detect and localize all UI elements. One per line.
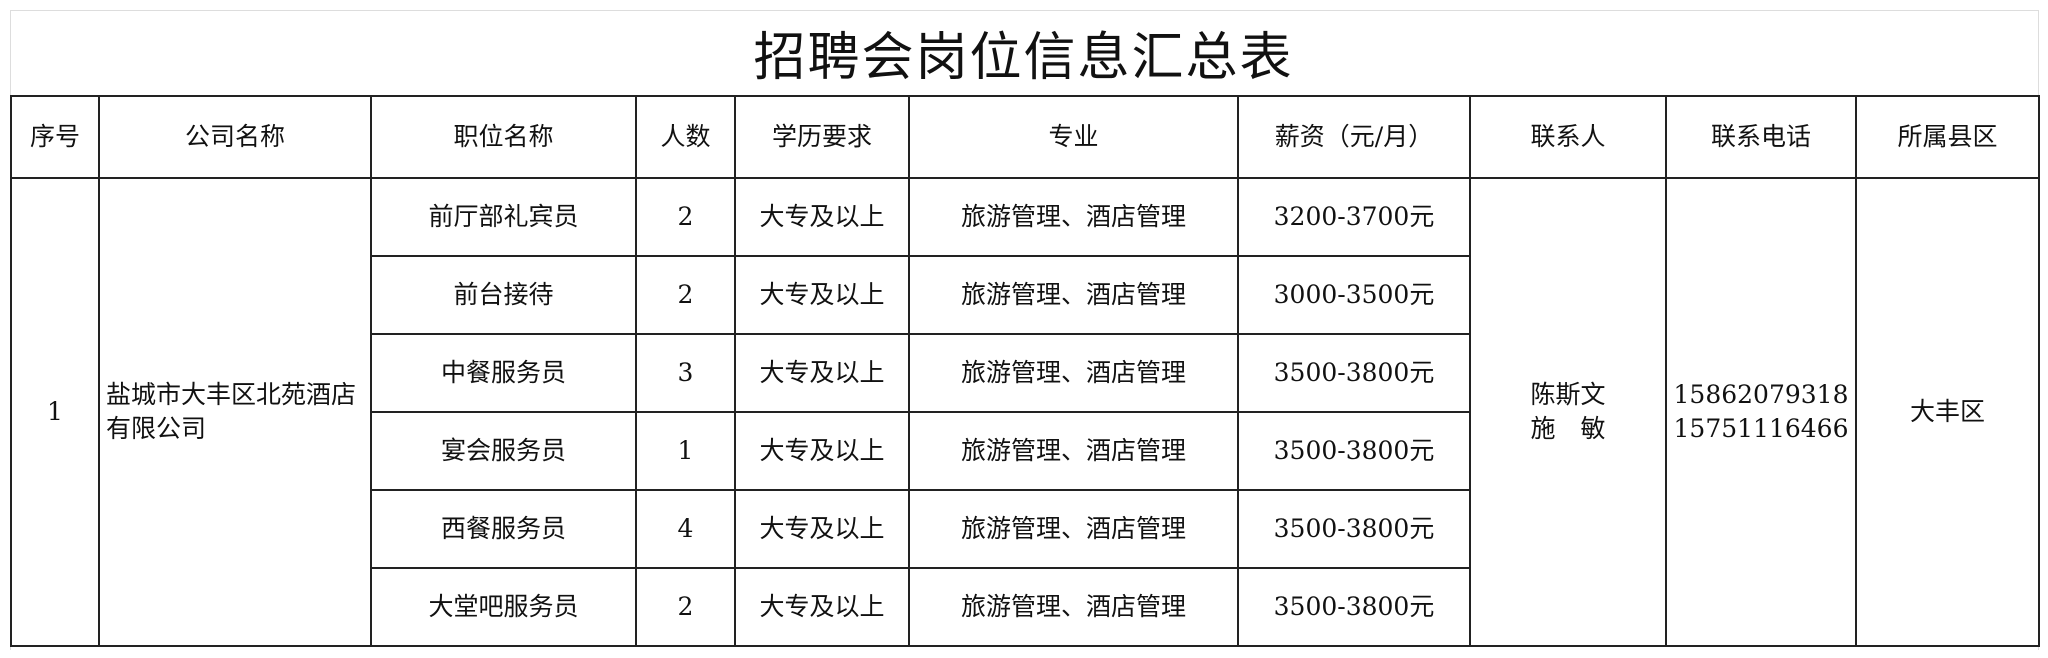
education-cell: 大专及以上 <box>734 567 910 647</box>
major-cell: 旅游管理、酒店管理 <box>908 177 1239 257</box>
job-table: 序号 公司名称 职位名称 人数 学历要求 专业 薪资（元/月） 联系人 联系电话… <box>10 95 2040 647</box>
phone-cell: 15862079318 15751116466 <box>1665 177 1857 647</box>
district-cell: 大丰区 <box>1855 177 2040 647</box>
position-cell: 大堂吧服务员 <box>370 567 637 647</box>
count-cell: 2 <box>635 255 736 335</box>
count-cell: 4 <box>635 489 736 569</box>
header-count: 人数 <box>635 95 736 179</box>
table-row: 西餐服务员 4 大专及以上 旅游管理、酒店管理 3500-3800元 <box>11 489 2039 569</box>
header-contact: 联系人 <box>1469 95 1667 179</box>
company-cell: 盐城市大丰区北苑酒店有限公司 <box>98 177 372 647</box>
position-cell: 宴会服务员 <box>370 411 637 491</box>
count-cell: 2 <box>635 177 736 257</box>
education-cell: 大专及以上 <box>734 177 910 257</box>
index-cell: 1 <box>10 177 100 647</box>
table-row: 中餐服务员 3 大专及以上 旅游管理、酒店管理 3500-3800元 <box>11 333 2039 413</box>
major-cell: 旅游管理、酒店管理 <box>908 411 1239 491</box>
header-salary: 薪资（元/月） <box>1237 95 1471 179</box>
salary-cell: 3000-3500元 <box>1237 255 1471 335</box>
position-cell: 前厅部礼宾员 <box>370 177 637 257</box>
page-title: 招聘会岗位信息汇总表 <box>753 28 1294 88</box>
salary-cell: 3200-3700元 <box>1237 177 1471 257</box>
table-row: 1 盐城市大丰区北苑酒店有限公司 前厅部礼宾员 2 大专及以上 旅游管理、酒店管… <box>10 177 2040 647</box>
salary-cell: 3500-3800元 <box>1237 333 1471 413</box>
contact-name: 陈斯文 <box>1530 380 1606 410</box>
count-cell: 2 <box>635 567 736 647</box>
education-cell: 大专及以上 <box>734 255 910 335</box>
header-position: 职位名称 <box>370 95 637 179</box>
header-phone: 联系电话 <box>1665 95 1857 179</box>
salary-cell: 3500-3800元 <box>1237 567 1471 647</box>
major-cell: 旅游管理、酒店管理 <box>908 255 1239 335</box>
salary-cell: 3500-3800元 <box>1237 411 1471 491</box>
header-index: 序号 <box>10 95 100 179</box>
header-major: 专业 <box>908 95 1239 179</box>
table-row: 前台接待 2 大专及以上 旅游管理、酒店管理 3000-3500元 <box>11 255 2039 335</box>
position-cell: 前台接待 <box>370 255 637 335</box>
contact-cell: 陈斯文 施 敏 <box>1469 177 1667 647</box>
salary-cell: 3500-3800元 <box>1237 489 1471 569</box>
count-cell: 3 <box>635 333 736 413</box>
header-education: 学历要求 <box>734 95 910 179</box>
position-cell: 西餐服务员 <box>370 489 637 569</box>
table-row: 宴会服务员 1 大专及以上 旅游管理、酒店管理 3500-3800元 <box>11 411 2039 491</box>
major-cell: 旅游管理、酒店管理 <box>908 489 1239 569</box>
header-company: 公司名称 <box>98 95 372 179</box>
header-row: 序号 公司名称 职位名称 人数 学历要求 专业 薪资（元/月） 联系人 联系电话… <box>10 95 2040 179</box>
major-cell: 旅游管理、酒店管理 <box>908 567 1239 647</box>
table-row: 大堂吧服务员 2 大专及以上 旅游管理、酒店管理 3500-3800元 <box>11 567 2039 647</box>
contact-name: 施 敏 <box>1530 414 1606 443</box>
education-cell: 大专及以上 <box>734 489 910 569</box>
position-cell: 中餐服务员 <box>370 333 637 413</box>
header-district: 所属县区 <box>1855 95 2040 179</box>
education-cell: 大专及以上 <box>734 411 910 491</box>
education-cell: 大专及以上 <box>734 333 910 413</box>
count-cell: 1 <box>635 411 736 491</box>
phone-number: 15751116466 <box>1673 414 1849 443</box>
major-cell: 旅游管理、酒店管理 <box>908 333 1239 413</box>
phone-number: 15862079318 <box>1673 380 1849 410</box>
